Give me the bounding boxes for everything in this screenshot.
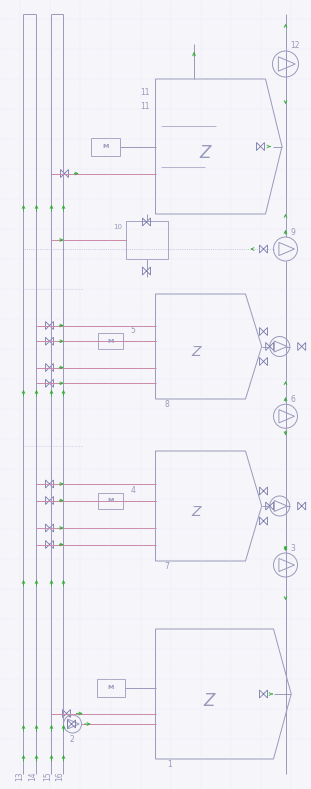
Text: 13: 13 (15, 772, 24, 781)
Text: 5: 5 (131, 326, 135, 335)
Bar (126, 221, 168, 259)
Text: 15: 15 (43, 772, 52, 781)
Text: 9: 9 (290, 228, 295, 237)
Text: M: M (102, 144, 109, 149)
Text: 8: 8 (165, 400, 169, 409)
Text: Z: Z (203, 691, 214, 709)
Text: M: M (107, 498, 114, 503)
Bar (98, 333, 123, 350)
Text: 11: 11 (141, 102, 150, 110)
Bar (91, 137, 119, 155)
Text: 6: 6 (290, 395, 295, 404)
Text: 16: 16 (55, 772, 64, 781)
Text: M: M (107, 685, 114, 690)
Text: M: M (107, 338, 114, 344)
Text: 1: 1 (167, 760, 172, 769)
Text: 4: 4 (131, 485, 135, 495)
Text: 12: 12 (290, 41, 300, 50)
Text: 2: 2 (69, 735, 74, 744)
Bar (98, 492, 123, 508)
Text: Z: Z (199, 144, 211, 163)
Text: Z: Z (191, 504, 201, 518)
Text: 3: 3 (290, 544, 295, 553)
Text: 11: 11 (141, 88, 150, 97)
Text: 10: 10 (114, 223, 123, 230)
Text: 14: 14 (28, 772, 37, 781)
Bar (96, 679, 124, 697)
Text: Z: Z (191, 345, 201, 359)
Text: 7: 7 (165, 562, 169, 571)
